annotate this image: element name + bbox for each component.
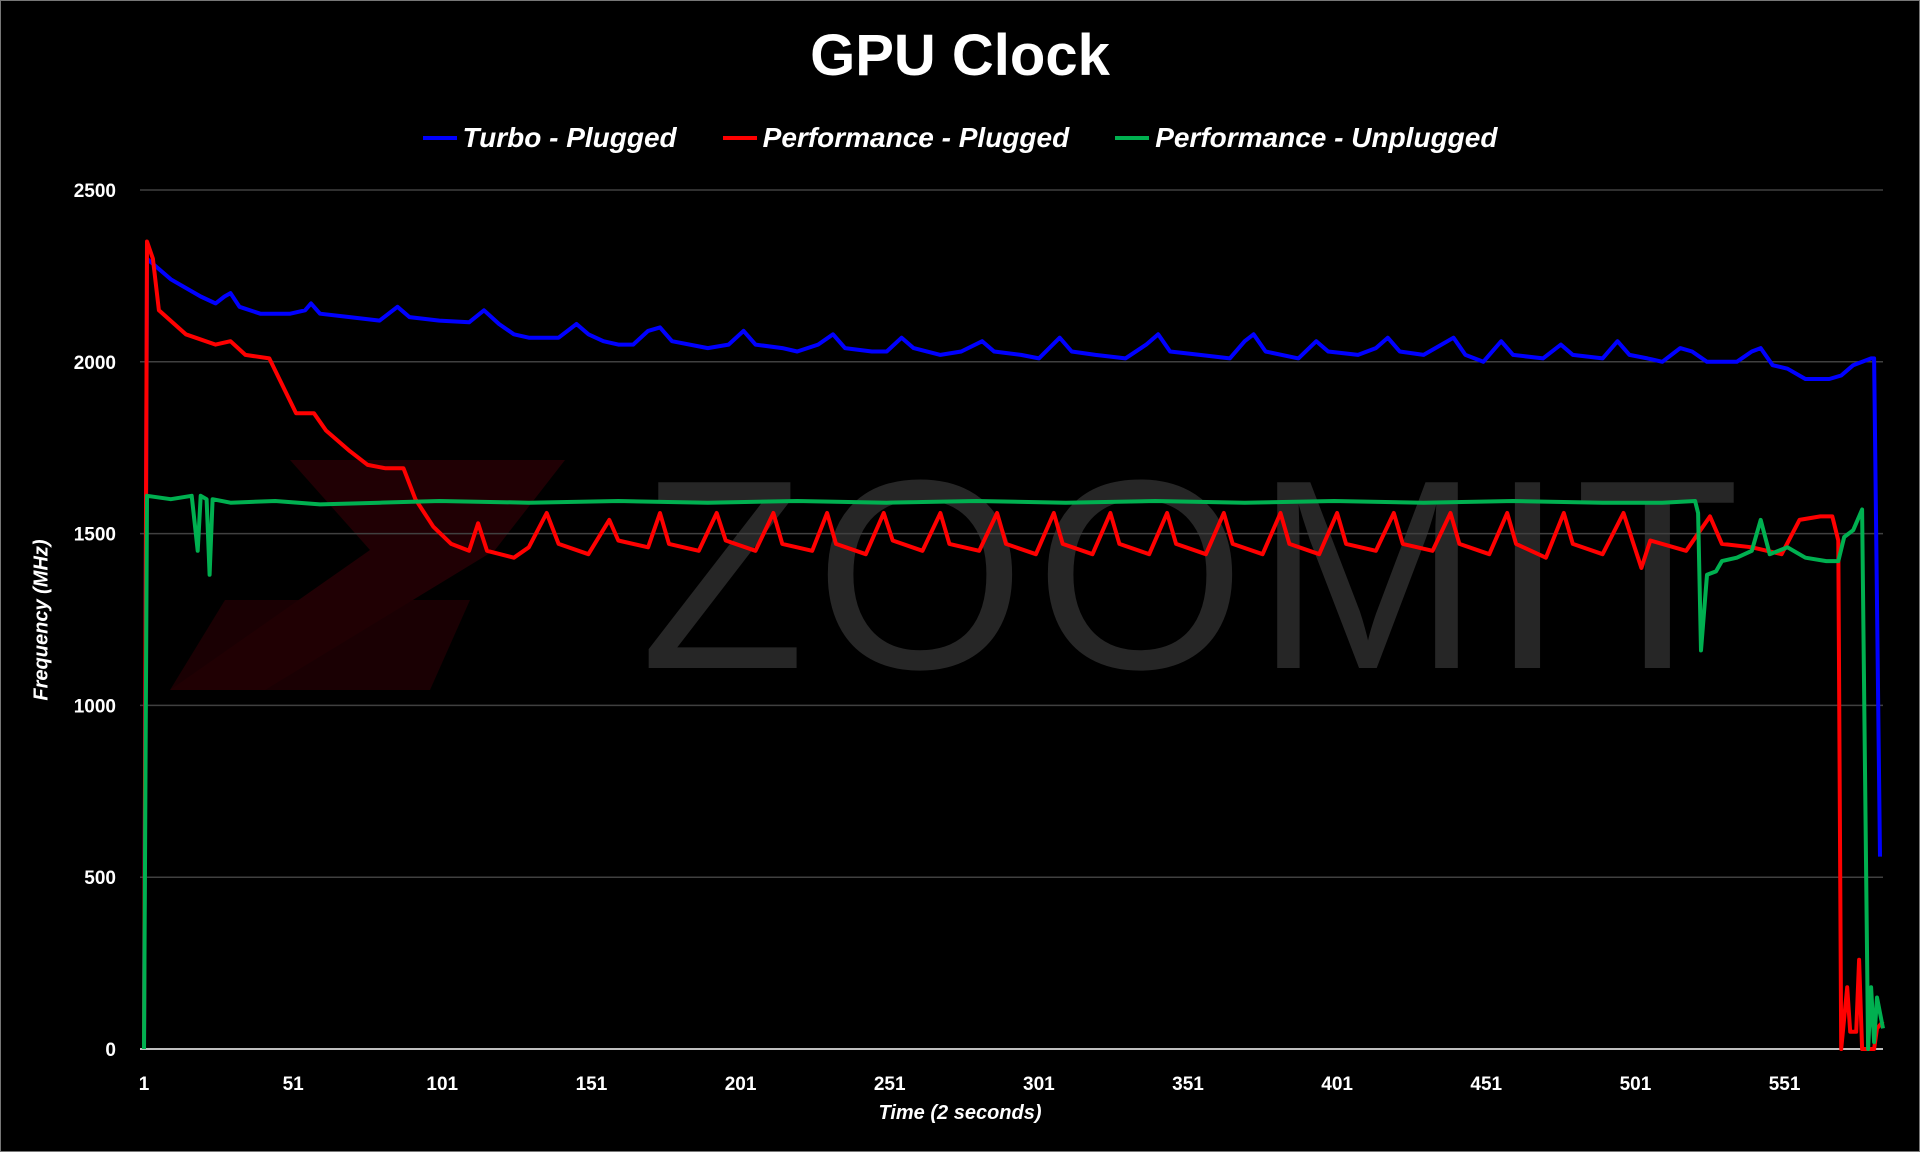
legend-item-performance-plugged: Performance - Plugged: [722, 122, 1070, 154]
y-tick-label: 500: [84, 868, 116, 889]
x-tick-label: 301: [1023, 1074, 1055, 1095]
legend-label: Performance - Unplugged: [1155, 122, 1498, 153]
series-line-turbo-plugged: [142, 256, 1882, 1050]
legend: Turbo - Plugged Performance - Plugged Pe…: [0, 122, 1920, 154]
y-tick-label: 0: [105, 1040, 116, 1061]
x-tick-label: 1: [139, 1074, 150, 1095]
x-tick-label: 101: [426, 1074, 458, 1095]
legend-label: Turbo - Plugged: [462, 122, 677, 153]
x-tick-label: 151: [576, 1074, 608, 1095]
y-tick-label: 1000: [74, 696, 116, 717]
legend-swatch: [722, 136, 757, 140]
legend-swatch: [1115, 136, 1150, 140]
legend-item-turbo-plugged: Turbo - Plugged: [422, 122, 677, 154]
x-tick-label: 51: [283, 1074, 305, 1095]
x-tick-label: 401: [1321, 1074, 1353, 1095]
legend-swatch: [422, 136, 457, 140]
x-tick-label: 351: [1172, 1074, 1204, 1095]
x-axis-label: Time (2 seconds): [878, 1102, 1042, 1124]
y-tick-label: 2000: [74, 353, 116, 374]
series-line-performance-unplugged: [142, 493, 1885, 1051]
chart-title: GPU Clock: [810, 23, 1110, 88]
series-line-performance-plugged: [142, 239, 1885, 1051]
x-tick-label: 201: [725, 1074, 757, 1095]
zoomit-watermark-logo: ZOOMIT: [170, 425, 1750, 726]
x-tick-label: 451: [1470, 1074, 1502, 1095]
x-tick-label: 251: [874, 1074, 906, 1095]
x-tick-label: 551: [1769, 1074, 1801, 1095]
x-tick-label: 501: [1620, 1074, 1652, 1095]
watermark-text: ZOOMIT: [640, 425, 1750, 726]
y-tick-label: 1500: [74, 525, 116, 546]
legend-label: Performance - Plugged: [762, 122, 1070, 153]
y-axis-label: Frequency (MHz): [30, 539, 53, 701]
legend-item-performance-unplugged: Performance - Unplugged: [1115, 122, 1497, 154]
y-tick-label: 2500: [74, 181, 116, 202]
